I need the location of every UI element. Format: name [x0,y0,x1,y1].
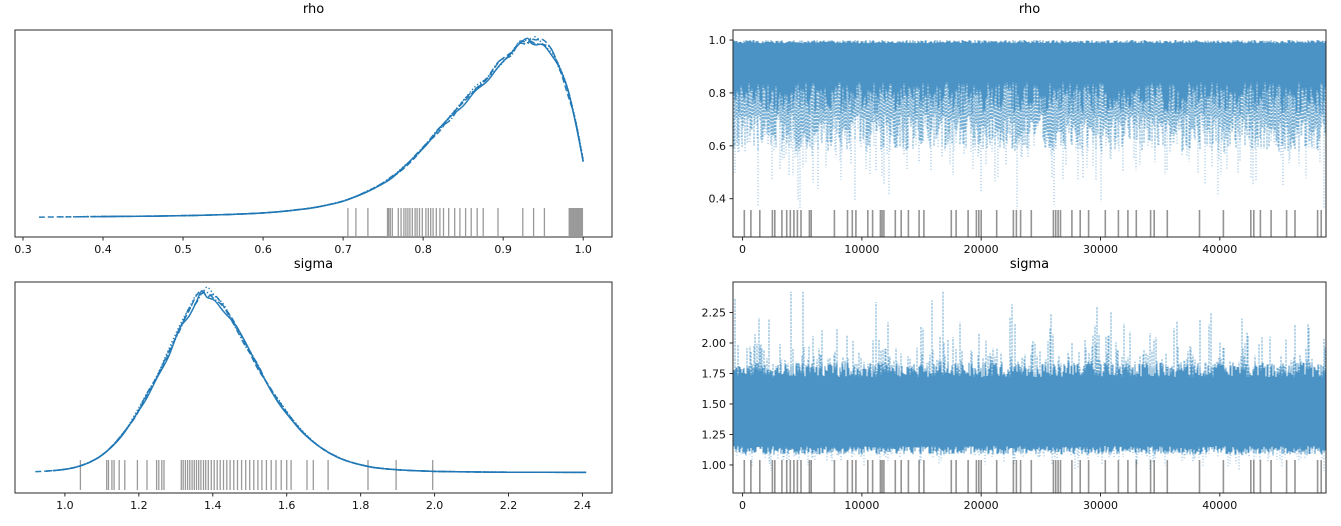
y-tick-label: 0.6 [709,140,727,153]
panel-title-sigma-trace: sigma [1009,257,1050,272]
axes-frame [732,281,1327,494]
trace-mid [733,82,1326,152]
axes-frame [14,29,613,238]
rug-marks [347,208,584,236]
panel-sigma-kde: 1.0 1.2 1.4 1.6 1.8 2.0 2.2 2.4 [14,281,613,512]
divergence-rug [743,210,1322,237]
kde-curve-dotted [58,36,584,218]
x-tick-label: 20000 [964,499,999,512]
x-tick-label: 0.6 [254,243,272,256]
trace-mid [734,291,1326,378]
panel-title-rho-kde: rho [302,2,325,17]
axes-frame [732,29,1327,238]
x-tick-label: 30000 [1083,499,1118,512]
x-tick-label: 2.4 [574,499,592,512]
trace-spikes [733,114,1326,210]
y-tick-label: 1.50 [702,398,727,411]
kde-curve-dashdot [78,40,584,218]
x-tick-label: 1.6 [278,499,296,512]
axes-frame [14,281,613,494]
y-tick-label: 1.25 [702,428,727,441]
x-tick-label: 0.4 [94,243,112,256]
rug-marks [79,460,434,490]
y-tick-label: 0.8 [709,87,727,100]
x-tick-label: 1.0 [574,243,592,256]
x-tick-label: 0.7 [334,243,352,256]
kde-curve-dashdot [46,291,587,474]
x-tick-label: 2.0 [426,499,444,512]
x-tick-label: 0.8 [414,243,432,256]
trace-core [733,40,1326,114]
x-tick-label: 1.2 [130,499,148,512]
y-tick-label: 2.00 [702,337,727,350]
panel-rho-trace: 0 10000 20000 30000 40000 0.4 0.6 0.8 1.0 [709,29,1327,256]
panel-title-sigma-kde: sigma [293,257,334,272]
x-tick-label: 40000 [1202,243,1237,256]
x-tick-label: 0 [739,499,746,512]
x-tick-label: 10000 [844,243,879,256]
trace-core [733,362,1326,455]
y-tick-label: 1.75 [702,367,727,380]
x-tick-label: 0 [739,243,746,256]
y-tick-label: 1.00 [702,459,727,472]
x-tick-label: 10000 [844,499,879,512]
x-tick-label: 1.4 [204,499,222,512]
kde-curve-solid [98,37,584,218]
x-tick-label: 0.9 [494,243,512,256]
x-tick-label: 20000 [964,243,999,256]
kde-curve-solid [57,290,587,474]
kde-curve-dotted [46,286,587,474]
trace-spikes [736,446,1325,471]
x-tick-label: 30000 [1083,243,1118,256]
x-tick-label: 1.8 [352,499,370,512]
x-tick-label: 2.2 [500,499,518,512]
y-tick-label: 2.25 [702,306,727,319]
x-tick-label: 0.5 [174,243,192,256]
x-tick-label: 40000 [1202,499,1237,512]
panel-sigma-trace: 0 10000 20000 30000 40000 1.00 1.25 1.50 1.75 2.0… [702,281,1327,512]
x-tick-label: 0.3 [14,243,32,256]
x-tick-label: 1.0 [56,499,74,512]
kde-curve-dashed [35,290,587,474]
y-tick-label: 0.4 [709,193,727,206]
panel-title-rho-trace: rho [1018,2,1041,17]
divergence-rug [743,460,1322,493]
y-tick-label: 1.0 [709,34,727,47]
panel-rho-kde: 0.3 0.4 0.5 0.6 0.7 0.8 0.9 1.0 [14,29,613,256]
